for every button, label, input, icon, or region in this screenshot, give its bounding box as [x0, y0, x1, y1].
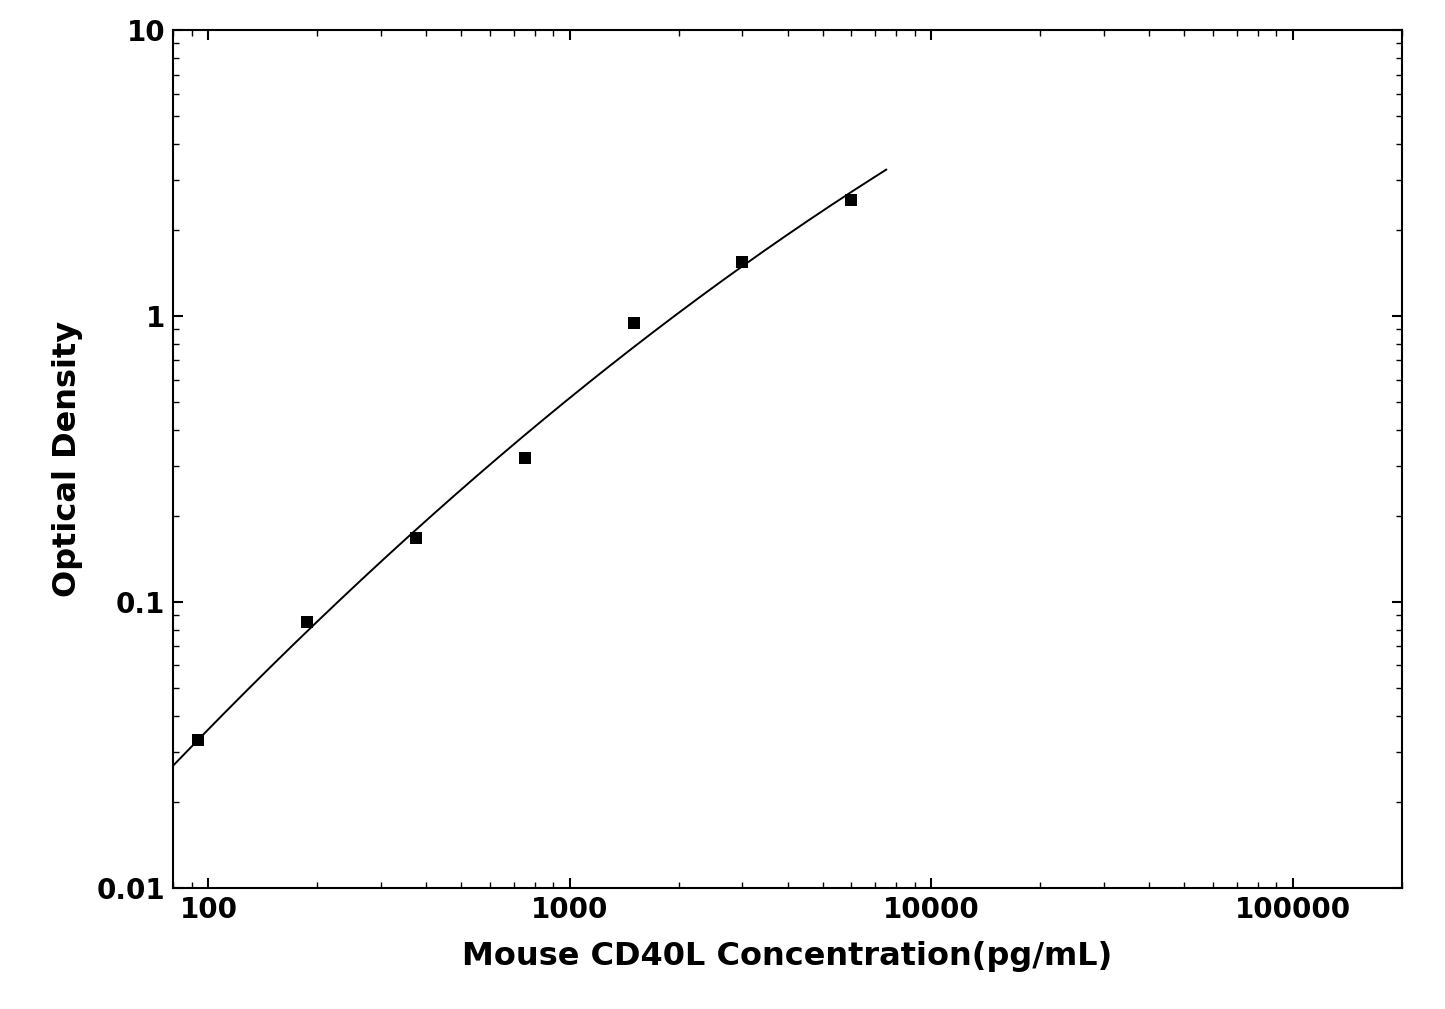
Point: [731, 253, 754, 269]
Point: [186, 732, 210, 748]
Point: [513, 450, 536, 466]
X-axis label: Mouse CD40L Concentration(pg/mL): Mouse CD40L Concentration(pg/mL): [462, 941, 1113, 972]
Y-axis label: Optical Density: Optical Density: [52, 321, 82, 597]
Point: [621, 315, 644, 331]
Point: [840, 192, 863, 208]
Point: [405, 530, 428, 546]
Point: [296, 614, 319, 631]
